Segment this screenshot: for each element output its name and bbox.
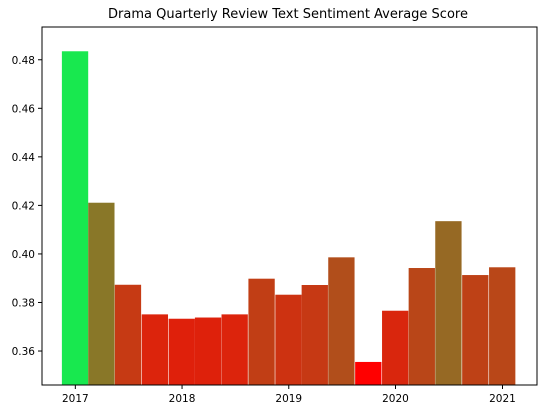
bar-2016-12-31 — [61, 51, 89, 386]
bar-2017-06-30 — [114, 284, 142, 385]
y-tick-label-0.48: 0.48 — [12, 55, 35, 67]
bars-layer — [61, 51, 516, 386]
chart-title: Drama Quarterly Review Text Sentiment Av… — [108, 7, 468, 22]
y-tick-label-0.44: 0.44 — [12, 152, 36, 164]
bar-2017-09-30 — [141, 314, 169, 385]
x-tick-label-2021: 2021 — [489, 393, 516, 405]
bar-2018-12-31 — [275, 294, 302, 385]
y-tick-label-0.40: 0.40 — [12, 249, 35, 261]
y-tick-label-0.36: 0.36 — [12, 346, 36, 358]
bar-2020-09-30 — [462, 275, 489, 385]
x-tick-label-2019: 2019 — [275, 393, 302, 405]
bar-2017-12-31 — [168, 318, 195, 385]
y-tick-label-0.46: 0.46 — [12, 103, 36, 115]
y-tick-label-0.38: 0.38 — [12, 297, 35, 309]
bar-2020-12-31 — [489, 267, 516, 385]
bar-2020-03-31 — [408, 268, 435, 385]
bar-2018-03-31 — [194, 317, 222, 385]
x-tick-label-2018: 2018 — [169, 393, 196, 405]
y-tick-label-0.42: 0.42 — [12, 200, 35, 212]
bar-2020-06-30 — [435, 221, 462, 385]
bar-2019-06-30 — [328, 257, 355, 385]
bar-2018-09-30 — [248, 278, 275, 385]
bar-2019-12-31 — [382, 310, 409, 385]
bar-2017-03-31 — [88, 202, 115, 385]
bar-2019-09-30 — [355, 361, 382, 385]
bar-2019-03-31 — [301, 285, 328, 385]
x-tick-label-2020: 2020 — [382, 393, 409, 405]
bar-2018-06-30 — [221, 314, 248, 385]
x-tick-label-2017: 2017 — [62, 393, 89, 405]
axes-layer: 2017 2018 2019 2020 2021 0.36 0.38 0.40 0.42 0.44… — [12, 55, 516, 405]
plot-frame — [41, 26, 538, 386]
